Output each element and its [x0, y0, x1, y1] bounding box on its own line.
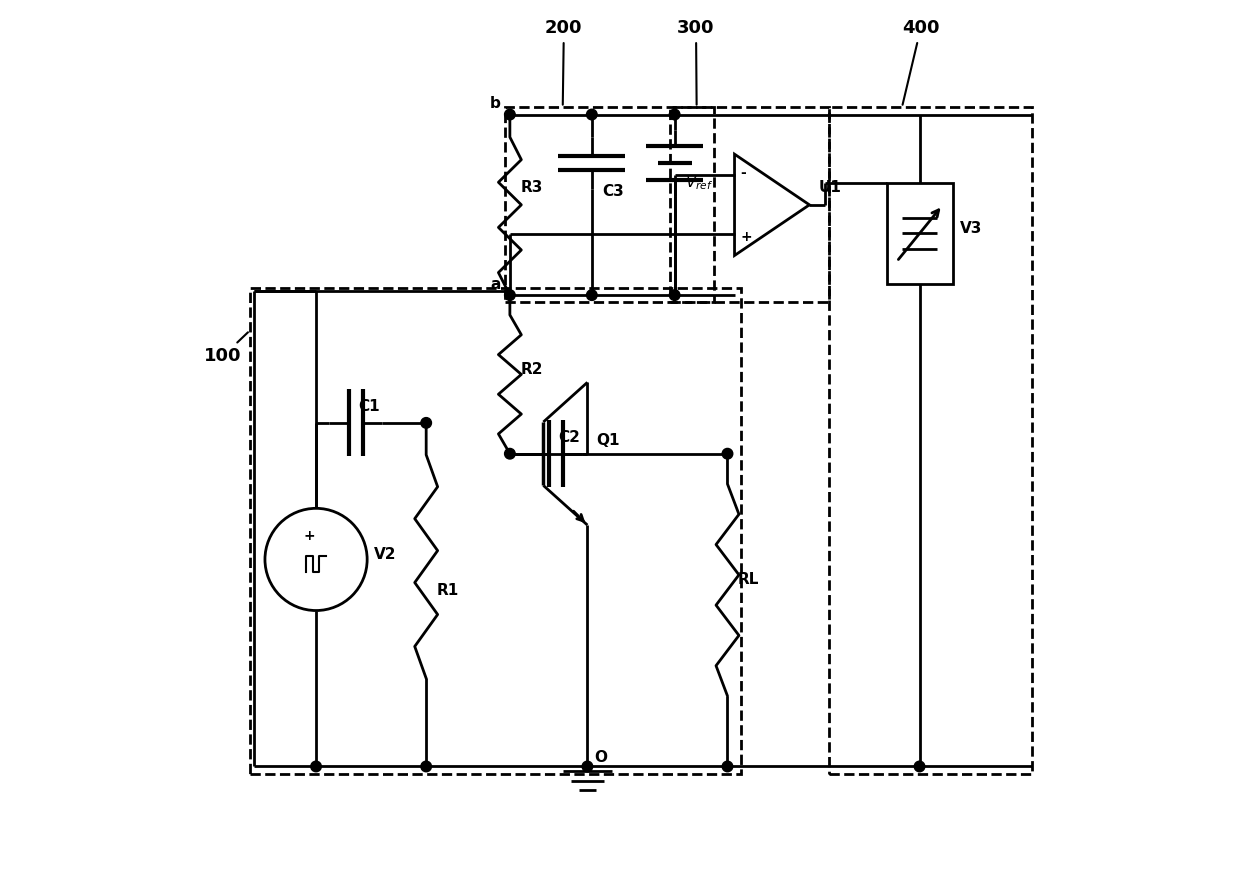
Text: a: a — [491, 277, 501, 292]
Text: 200: 200 — [546, 19, 583, 105]
Text: RL: RL — [738, 572, 759, 587]
Circle shape — [420, 761, 432, 772]
Text: b: b — [490, 96, 501, 111]
Circle shape — [505, 448, 515, 459]
Circle shape — [505, 109, 515, 120]
Text: V3: V3 — [960, 221, 982, 236]
Circle shape — [311, 761, 321, 772]
Text: 100: 100 — [205, 332, 248, 366]
Text: O: O — [594, 750, 608, 765]
Circle shape — [587, 290, 598, 300]
Circle shape — [670, 109, 680, 120]
Circle shape — [420, 418, 432, 428]
Circle shape — [505, 290, 515, 300]
Text: U1: U1 — [818, 180, 841, 195]
Text: C2: C2 — [558, 430, 580, 445]
Text: +: + — [740, 230, 753, 244]
Circle shape — [722, 448, 733, 459]
Text: +: + — [304, 529, 315, 543]
Text: $V_{ref}$: $V_{ref}$ — [686, 174, 714, 192]
Circle shape — [670, 290, 680, 300]
Text: Q1: Q1 — [596, 433, 620, 448]
Circle shape — [582, 761, 593, 772]
Text: R1: R1 — [436, 582, 459, 597]
Bar — [887, 182, 952, 284]
Text: -: - — [740, 166, 746, 180]
Text: 400: 400 — [901, 19, 940, 105]
Circle shape — [914, 761, 925, 772]
Text: 300: 300 — [677, 19, 714, 105]
Text: R3: R3 — [521, 180, 543, 195]
Text: R2: R2 — [521, 362, 543, 377]
Text: V2: V2 — [374, 547, 397, 562]
Text: C3: C3 — [603, 184, 624, 199]
Circle shape — [722, 761, 733, 772]
Circle shape — [587, 109, 598, 120]
Text: C1: C1 — [358, 399, 379, 414]
